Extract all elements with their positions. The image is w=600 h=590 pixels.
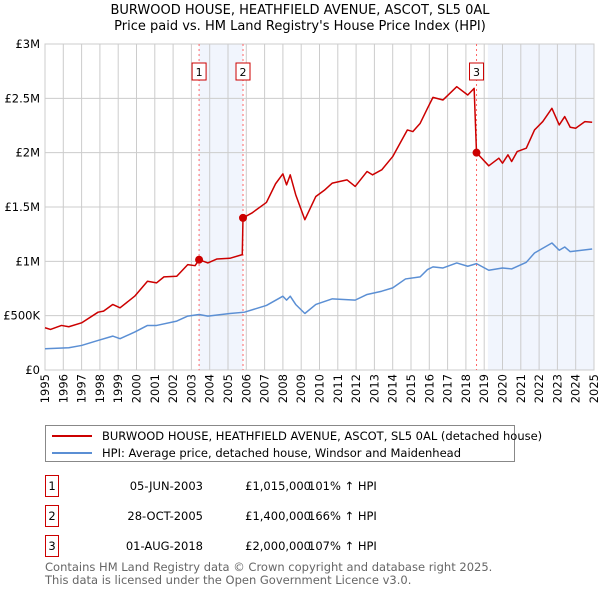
sale-number: 2 [45,505,59,527]
sale-price: £1,400,000 [245,509,311,523]
plot-frame [44,43,595,371]
sale-price: £1,015,000 [245,479,311,493]
sale-row: 2 28-OCT-2005 £1,400,000 166% ↑ HPI [45,505,545,527]
x-tick-label: 2002 [166,374,180,403]
x-tick-label: 2011 [331,374,345,403]
legend-swatch-blue [52,452,92,454]
sale-hpi: 166% ↑ HPI [308,509,377,523]
sale-number: 3 [45,535,59,557]
x-tick-label: 2001 [148,374,162,403]
x-tick-label: 2025 [587,374,600,403]
x-tick-label: 1996 [56,374,70,403]
x-tick-label: 2008 [276,374,290,403]
sale-hpi: 101% ↑ HPI [308,479,377,493]
legend: BURWOOD HOUSE, HEATHFIELD AVENUE, ASCOT,… [45,425,542,462]
x-tick-label: 2012 [349,374,363,403]
x-tick-label: 1998 [93,374,107,403]
x-tick-label: 1997 [75,374,89,403]
footer-licence: This data is licensed under the Open Gov… [45,573,412,587]
sale-label: 3 [473,66,480,79]
x-tick-label: 1995 [38,374,52,403]
sale-label-box [469,62,485,81]
sale-point [195,255,204,264]
y-tick-label: £0 [25,363,40,377]
x-tick-label: 2021 [514,374,528,403]
x-tick-label: 2019 [477,374,491,403]
sale-label-box [191,62,207,81]
sale-label-box [235,62,251,81]
legend-label: BURWOOD HOUSE, HEATHFIELD AVENUE, ASCOT,… [102,429,543,443]
legend-item-hpi: HPI: Average price, detached house, Wind… [52,445,461,461]
x-tick-label: 2023 [550,374,564,403]
series-line [44,85,593,331]
x-tick-label: 2024 [569,374,583,403]
sale-date: 28-OCT-2005 [127,509,203,523]
sale-number: 1 [45,475,59,497]
x-tick-label: 2000 [130,374,144,403]
sale-row: 1 05-JUN-2003 £1,015,000 101% ↑ HPI [45,475,545,497]
x-tick-label: 2013 [367,374,381,403]
sale-label: 2 [240,66,247,79]
sale-label: 1 [196,66,203,79]
x-tick-label: 2005 [221,374,235,403]
y-tick-label: £1.5M [4,200,40,214]
x-tick-label: 2018 [459,374,473,403]
sale-date: 05-JUN-2003 [129,479,203,493]
x-tick-label: 2016 [422,374,436,403]
legend-item-property: BURWOOD HOUSE, HEATHFIELD AVENUE, ASCOT,… [52,428,542,444]
x-tick-label: 2010 [313,374,327,403]
x-tick-label: 2009 [294,374,308,403]
price-chart: 1995 1996 1997 1998 1999 2000 2001 2002 2003 2004… [3,37,600,403]
sale-date: 01-AUG-2018 [125,539,203,553]
chart-subtitle: Price paid vs. HM Land Registry's House … [114,19,486,34]
x-tick-label: 2014 [386,374,400,403]
y-tick-label: £500K [3,309,40,323]
x-tick-label: 2004 [203,374,217,403]
y-tick-label: £2M [15,146,40,160]
x-tick-label: 2007 [258,374,272,403]
x-tick-label: 2022 [532,374,546,403]
x-tick-label: 2003 [184,374,198,403]
y-tick-label: £1M [15,254,40,268]
sale-hpi: 107% ↑ HPI [308,539,377,553]
sale-price: £2,000,000 [245,539,311,553]
footer-copyright: Contains HM Land Registry data © Crown c… [45,560,493,574]
sale-row: 3 01-AUG-2018 £2,000,000 107% ↑ HPI [45,535,545,557]
y-tick-label: £2.5M [4,91,40,105]
legend-swatch-red [52,435,92,437]
sale-point [472,148,481,157]
x-tick-label: 1999 [111,374,125,403]
chart-title: BURWOOD HOUSE, HEATHFIELD AVENUE, ASCOT,… [110,3,490,18]
x-tick-label: 2020 [496,374,510,403]
x-tick-label: 2017 [441,374,455,403]
y-tick-label: £3M [15,37,40,51]
x-tick-label: 2015 [404,374,418,403]
sale-point [239,213,248,222]
series-line [44,242,593,350]
legend-label: HPI: Average price, detached house, Wind… [102,446,462,460]
x-tick-label: 2006 [239,374,253,403]
